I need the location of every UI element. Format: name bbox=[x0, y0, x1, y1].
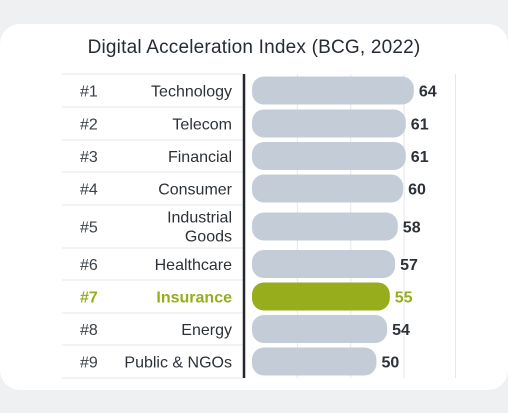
bar bbox=[252, 142, 406, 170]
bar bbox=[252, 212, 398, 241]
bar bbox=[252, 347, 377, 376]
bar bbox=[252, 250, 396, 278]
rank-label: #4 bbox=[80, 182, 98, 199]
chart-title: Digital Acceleration Index (BCG, 2022) bbox=[87, 37, 421, 58]
bar bbox=[252, 174, 404, 203]
rank-label: #6 bbox=[80, 257, 98, 274]
rank-label: #9 bbox=[80, 355, 98, 372]
rank-label: #7 bbox=[80, 290, 98, 307]
category-label: Industrial bbox=[167, 210, 232, 227]
rank-label: #2 bbox=[80, 117, 98, 134]
value-label: 64 bbox=[419, 84, 437, 101]
bar bbox=[252, 109, 406, 138]
category-label: Financial bbox=[168, 149, 232, 166]
bar bbox=[252, 315, 388, 343]
bar bbox=[252, 76, 414, 105]
value-label: 58 bbox=[403, 220, 421, 237]
value-label: 57 bbox=[400, 257, 418, 274]
category-label: Insurance bbox=[156, 290, 232, 307]
bar bbox=[252, 282, 390, 311]
rank-label: #8 bbox=[80, 322, 98, 339]
value-label: 50 bbox=[381, 355, 399, 372]
category-label: Telecom bbox=[172, 117, 232, 134]
rank-label: #5 bbox=[80, 220, 98, 237]
value-label: 55 bbox=[395, 290, 413, 307]
rank-label: #3 bbox=[80, 149, 98, 166]
category-label: Energy bbox=[181, 322, 232, 339]
value-label: 61 bbox=[411, 149, 429, 166]
category-label: Goods bbox=[185, 229, 232, 246]
category-label: Public & NGOs bbox=[124, 355, 232, 372]
category-label: Consumer bbox=[158, 182, 232, 199]
category-label: Healthcare bbox=[155, 257, 232, 274]
category-label: Technology bbox=[151, 84, 232, 101]
value-label: 60 bbox=[408, 182, 426, 199]
value-label: 54 bbox=[392, 322, 410, 339]
rank-label: #1 bbox=[80, 84, 98, 101]
value-label: 61 bbox=[411, 117, 429, 134]
